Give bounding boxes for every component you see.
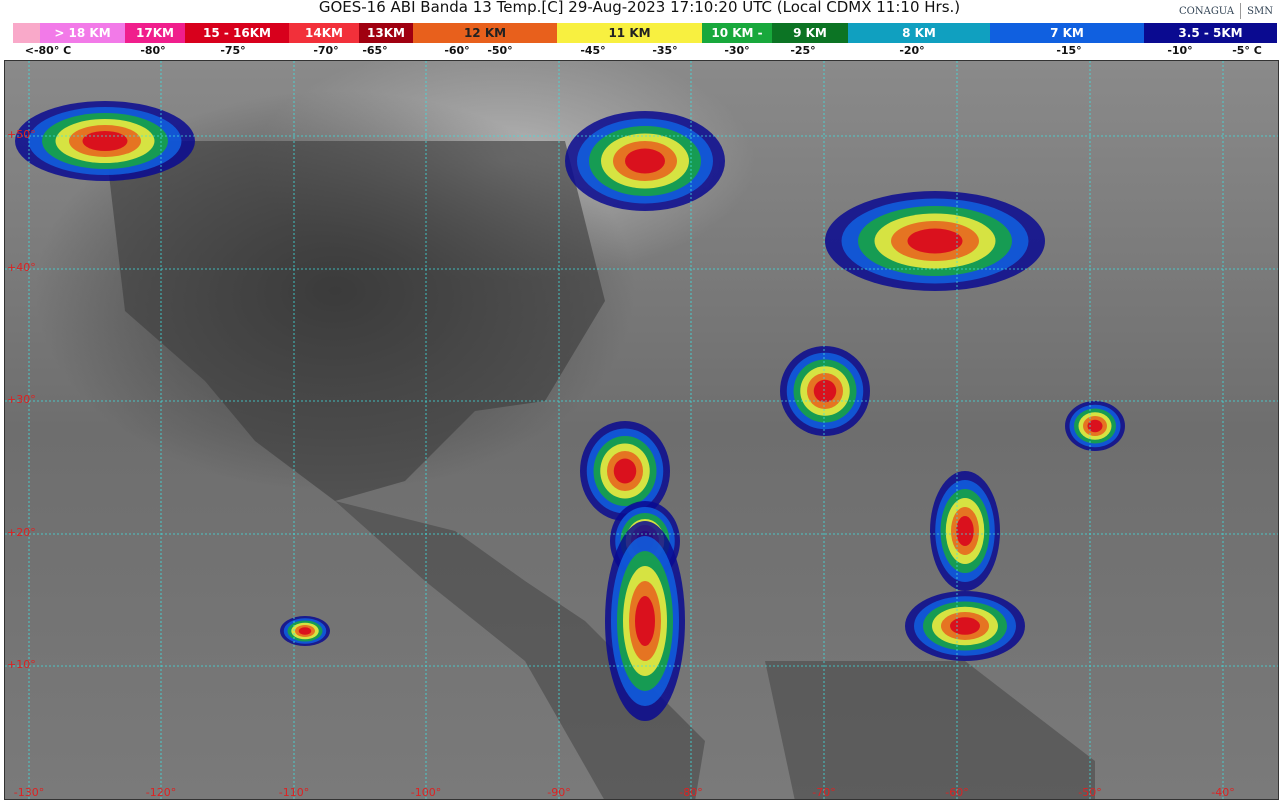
longitude-label: -120° bbox=[145, 786, 177, 799]
longitude-label: -60° bbox=[945, 786, 969, 799]
longitude-label: -80° bbox=[679, 786, 703, 799]
legend-tick: -80° bbox=[140, 44, 166, 57]
smn-logo: SMN bbox=[1247, 5, 1273, 17]
color-legend: > 18 KM 17KM 15 - 16KM 14KM 13KM 12 KM 11 KM 10… bbox=[0, 23, 1279, 43]
land-mexico-central-america bbox=[335, 501, 705, 799]
longitude-label: -100° bbox=[410, 786, 442, 799]
cloud-top bbox=[82, 131, 128, 151]
latitude-label: +40° bbox=[7, 261, 36, 274]
legend-tick: <-80° C bbox=[24, 44, 72, 57]
cloud-top bbox=[1087, 419, 1103, 433]
cloud-top bbox=[613, 458, 637, 484]
cloud-top bbox=[956, 516, 974, 546]
map-overlay bbox=[5, 61, 1278, 799]
longitude-label: -50° bbox=[1078, 786, 1102, 799]
legend-segment: 3.5 - 5KM bbox=[1144, 23, 1277, 43]
image-title: GOES-16 ABI Banda 13 Temp.[C] 29-Aug-202… bbox=[318, 0, 961, 16]
cloud-top bbox=[813, 379, 837, 403]
legend-tick: -65° bbox=[362, 44, 388, 57]
legend-tick: -25° bbox=[790, 44, 816, 57]
legend-segment: 12 KM bbox=[413, 23, 557, 43]
latitude-label: +10° bbox=[7, 658, 36, 671]
longitude-label: -40° bbox=[1211, 786, 1235, 799]
latitude-label: +20° bbox=[7, 526, 36, 539]
cloud-top bbox=[907, 228, 963, 254]
legend-tick: -75° bbox=[220, 44, 246, 57]
cloud-top bbox=[298, 627, 312, 635]
legend-tick: -35° bbox=[652, 44, 678, 57]
legend-segment: 11 KM bbox=[557, 23, 702, 43]
longitude-label: -70° bbox=[812, 786, 836, 799]
cloud-top bbox=[625, 148, 665, 174]
longitude-label: -130° bbox=[13, 786, 45, 799]
legend-segment: > 18 KM bbox=[40, 23, 125, 43]
legend-segment: 9 KM bbox=[772, 23, 848, 43]
land-south-america bbox=[765, 661, 1095, 799]
satellite-map: +50° +40° +30° +20° +10° -130° -120° -110° -100°… bbox=[4, 60, 1279, 800]
legend-segment: 7 KM bbox=[990, 23, 1144, 43]
legend-tick: -45° bbox=[580, 44, 606, 57]
legend-segment: 15 - 16KM bbox=[185, 23, 289, 43]
legend-segment: 8 KM bbox=[848, 23, 990, 43]
legend-segment: 17KM bbox=[125, 23, 185, 43]
legend-tick: -70° bbox=[313, 44, 339, 57]
latitude-label: +50° bbox=[7, 128, 36, 141]
longitude-label: -90° bbox=[547, 786, 571, 799]
logos: CONAGUA SMN bbox=[1179, 3, 1273, 19]
legend-tick: -60° bbox=[444, 44, 470, 57]
legend-tick: -15° bbox=[1056, 44, 1082, 57]
conagua-logo: CONAGUA bbox=[1179, 5, 1235, 17]
legend-segment bbox=[13, 23, 40, 43]
legend-segment: 14KM bbox=[289, 23, 359, 43]
legend-tick: -50° bbox=[487, 44, 513, 57]
legend-segment: 13KM bbox=[359, 23, 413, 43]
land-north-america bbox=[105, 141, 605, 501]
longitude-label: -110° bbox=[278, 786, 310, 799]
legend-segment: 10 KM - bbox=[702, 23, 772, 43]
legend-tick: -10° bbox=[1167, 44, 1193, 57]
cloud-top bbox=[635, 596, 655, 646]
legend-tick: -30° bbox=[724, 44, 750, 57]
legend-tick: -5° C bbox=[1232, 44, 1262, 57]
latitude-label: +30° bbox=[7, 393, 36, 406]
cloud-top bbox=[950, 617, 980, 635]
legend-tick: -20° bbox=[899, 44, 925, 57]
